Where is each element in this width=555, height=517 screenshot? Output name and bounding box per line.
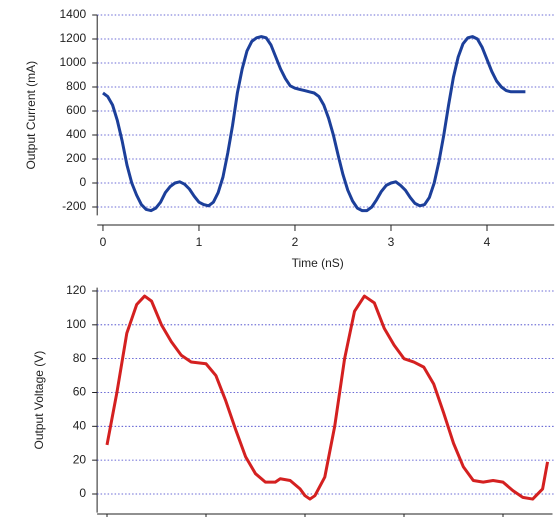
x-tick-label: 0 xyxy=(100,235,107,249)
y-tick-label: 0 xyxy=(80,175,87,189)
y-tick-label: 1000 xyxy=(59,55,86,69)
y-tick-label: 1200 xyxy=(59,31,86,45)
y-tick-label: 400 xyxy=(66,127,86,141)
y-tick-label: 80 xyxy=(73,351,87,365)
data-line xyxy=(105,294,550,501)
y-tick-label: -200 xyxy=(62,199,86,213)
y-tick-label: 60 xyxy=(73,385,87,399)
y-tick-label: 40 xyxy=(73,418,87,432)
x-tick-label: 3 xyxy=(388,235,395,249)
x-tick-label: 4 xyxy=(484,235,491,249)
y-tick-label: 100 xyxy=(66,317,86,331)
y-tick-label: 120 xyxy=(66,283,86,297)
x-tick-label: 2 xyxy=(292,235,299,249)
y-tick-label: 600 xyxy=(66,103,86,117)
y-axis-label: Output Voltage (V) xyxy=(32,351,46,450)
x-tick-label: 1 xyxy=(196,235,203,249)
y-axis-label: Output Current (mA) xyxy=(24,61,38,170)
x-axis-label: Time (nS) xyxy=(292,256,344,270)
y-tick-label: 800 xyxy=(66,79,86,93)
y-tick-label: 20 xyxy=(73,452,87,466)
y-tick-label: 200 xyxy=(66,151,86,165)
y-tick-label: 0 xyxy=(79,486,86,500)
data-line xyxy=(102,35,526,213)
y-tick-label: 1400 xyxy=(59,7,86,21)
